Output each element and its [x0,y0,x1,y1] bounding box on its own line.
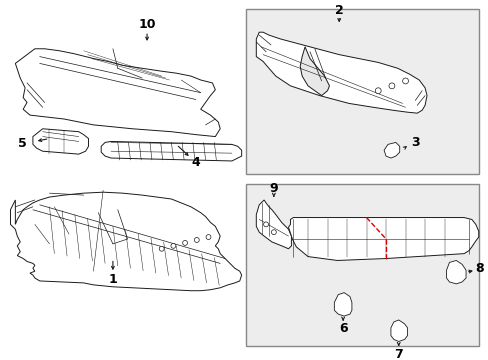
Text: 7: 7 [393,348,402,360]
Polygon shape [15,49,220,136]
Text: 6: 6 [338,322,347,335]
Bar [245,9,478,174]
Circle shape [205,235,210,239]
Polygon shape [256,200,291,249]
Circle shape [171,243,176,248]
Circle shape [183,240,187,246]
Circle shape [263,222,268,227]
Polygon shape [390,320,407,341]
Text: 4: 4 [191,156,200,170]
Polygon shape [10,192,241,291]
Text: 2: 2 [334,4,343,17]
Text: 1: 1 [108,273,117,285]
Polygon shape [33,129,88,154]
Polygon shape [288,217,478,261]
Polygon shape [101,141,241,161]
Polygon shape [300,47,329,96]
Text: 5: 5 [18,137,27,150]
Text: 10: 10 [138,18,156,31]
Polygon shape [256,32,426,113]
Circle shape [388,83,394,89]
Polygon shape [446,261,465,284]
Circle shape [375,88,380,94]
Circle shape [271,230,276,235]
Circle shape [194,238,199,242]
Polygon shape [383,143,399,158]
Text: 9: 9 [269,182,278,195]
Text: 3: 3 [410,136,419,149]
Bar [245,184,478,346]
Circle shape [402,78,407,84]
Text: 8: 8 [474,262,483,275]
Polygon shape [334,293,351,316]
Circle shape [159,246,164,251]
